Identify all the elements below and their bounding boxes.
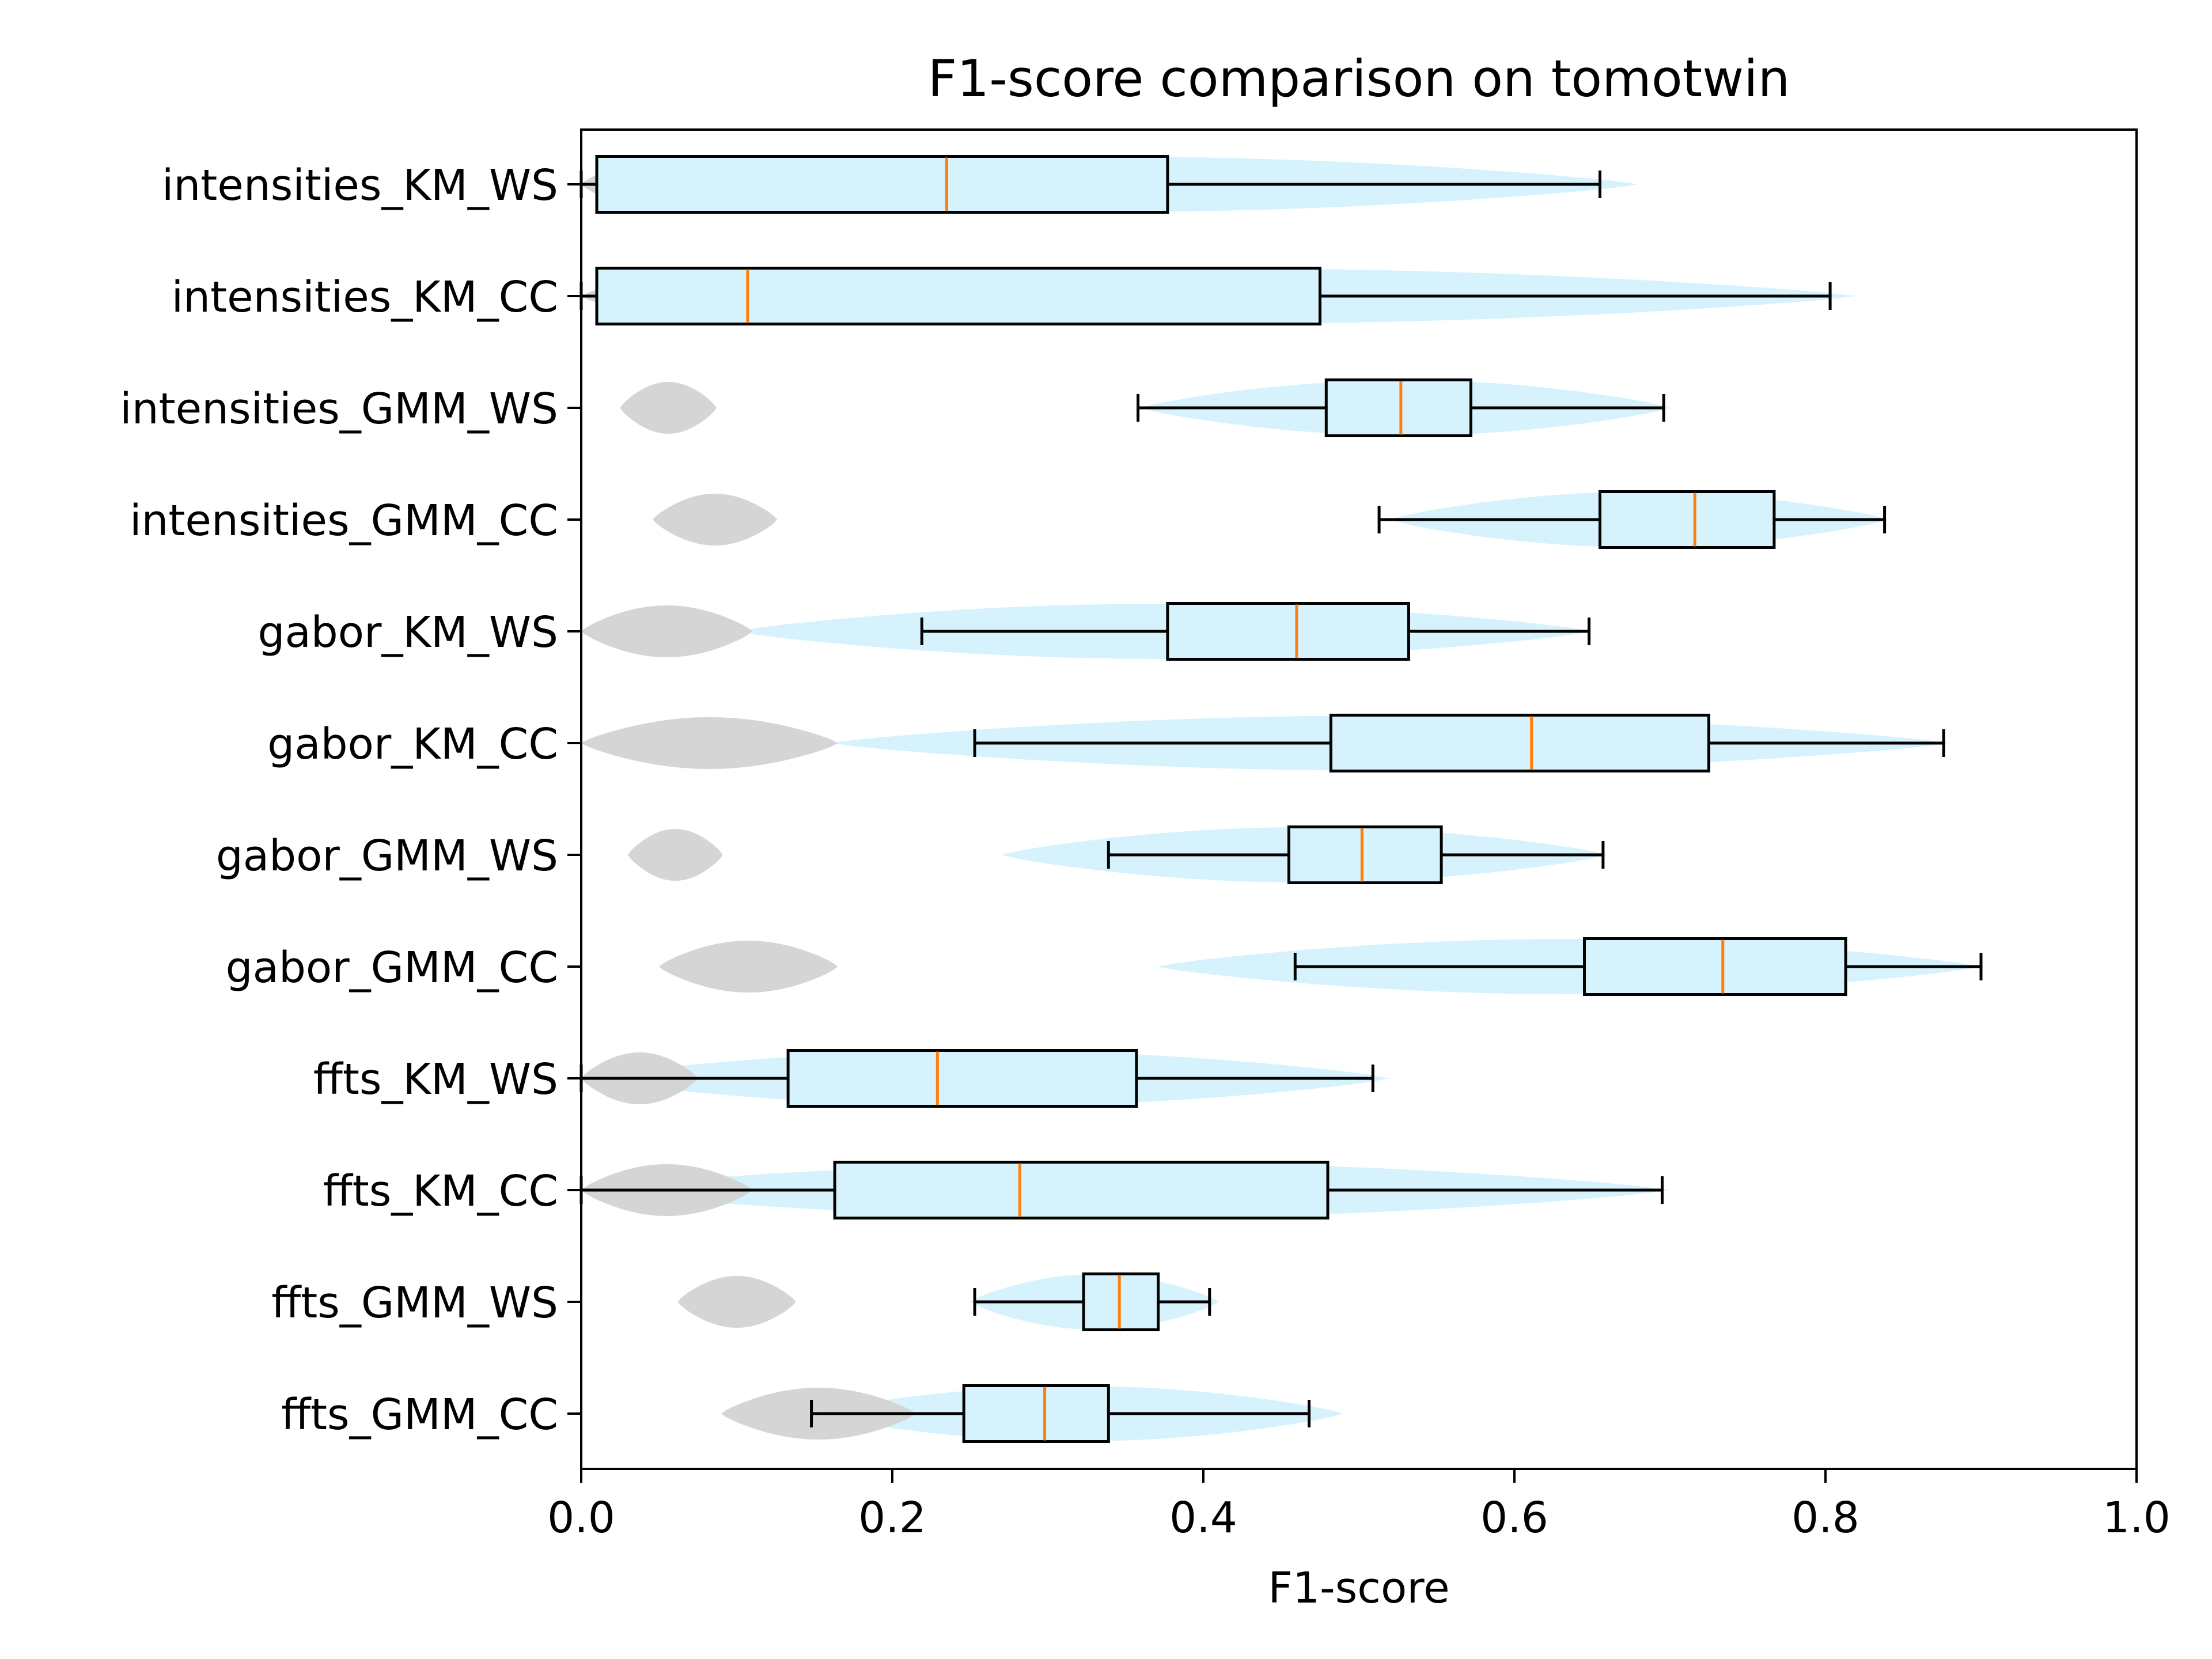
box-intensities_KM_WS — [595, 155, 1169, 214]
box-gabor_KM_WS — [1166, 602, 1410, 661]
bg-violin-intensities_GMM_WS — [620, 382, 717, 434]
ytick-label-ffts_GMM_WS: ffts_GMM_WS — [271, 1278, 558, 1328]
box-gabor_GMM_WS — [1287, 825, 1443, 884]
xtick-label-0.8: 0.8 — [1791, 1493, 1859, 1543]
plot-frame — [580, 128, 2138, 1470]
box-intensities_KM_CC — [595, 267, 1321, 325]
xtick-label-0.6: 0.6 — [1480, 1493, 1548, 1543]
ytick-label-intensities_GMM_CC: intensities_GMM_CC — [130, 496, 558, 546]
bg-violin-gabor_KM_WS — [581, 605, 752, 657]
box-ffts_KM_WS — [786, 1049, 1138, 1108]
bg-violin-ffts_GMM_WS — [677, 1276, 796, 1328]
box-intensities_GMM_WS — [1324, 378, 1472, 437]
chart-title: F1-score comparison on tomotwin — [928, 49, 1790, 108]
x-axis-label: F1-score — [1268, 1563, 1449, 1613]
ytick-label-intensities_KM_WS: intensities_KM_WS — [162, 161, 558, 210]
ytick-label-ffts_GMM_CC: ffts_GMM_CC — [281, 1390, 558, 1440]
bg-violin-gabor_GMM_WS — [628, 829, 723, 881]
xtick-label-1.0: 1.0 — [2103, 1493, 2171, 1543]
ytick-label-gabor_KM_CC: gabor_KM_CC — [267, 719, 558, 769]
x-axis: 0.0 0.2 0.4 0.6 0.8 1.0 — [547, 1469, 2171, 1543]
ytick-label-intensities_GMM_WS: intensities_GMM_WS — [120, 384, 558, 434]
bg-violin-intensities_GMM_CC — [653, 494, 778, 546]
y-axis: intensities_KM_WS intensities_KM_CCintens… — [120, 161, 581, 1440]
ytick-label-ffts_KM_WS: ffts_KM_WS — [313, 1055, 558, 1104]
box-ffts_GMM_CC — [962, 1384, 1110, 1443]
xtick-label-0.2: 0.2 — [858, 1493, 926, 1543]
boxes-layer — [579, 155, 1983, 1443]
ytick-label-gabor_KM_WS: gabor_KM_WS — [257, 608, 558, 657]
box-gabor_KM_CC — [1329, 714, 1710, 772]
xtick-label-0.0: 0.0 — [547, 1493, 615, 1543]
ytick-label-intensities_KM_CC: intensities_KM_CC — [172, 272, 558, 322]
ytick-label-ffts_KM_CC: ffts_KM_CC — [323, 1166, 558, 1216]
xtick-label-0.4: 0.4 — [1169, 1493, 1237, 1543]
violins-layer — [581, 157, 1981, 1441]
box-intensities_GMM_CC — [1599, 490, 1776, 549]
bg-violin-gabor_GMM_CC — [659, 941, 838, 993]
ytick-label-gabor_GMM_WS: gabor_GMM_WS — [216, 831, 558, 881]
box-gabor_GMM_CC — [1583, 937, 1847, 996]
ytick-label-gabor_GMM_CC: gabor_GMM_CC — [226, 943, 558, 993]
box-ffts_GMM_WS — [1082, 1272, 1160, 1331]
bg-violin-gabor_KM_CC — [581, 717, 838, 769]
box-ffts_KM_CC — [833, 1161, 1330, 1219]
